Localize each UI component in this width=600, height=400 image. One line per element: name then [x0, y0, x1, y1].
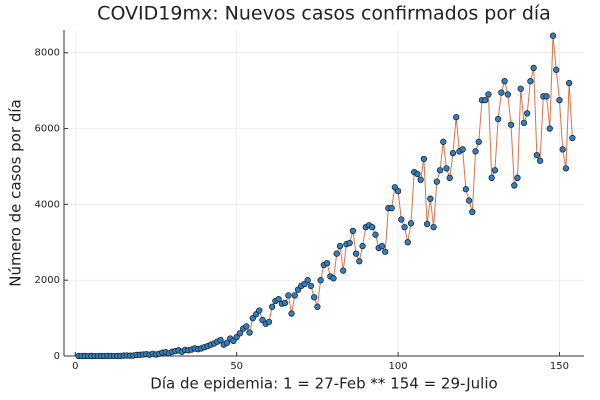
marker: [527, 78, 534, 85]
x-tick-label: 0: [72, 361, 78, 372]
marker: [446, 174, 453, 181]
marker: [359, 242, 366, 250]
marker: [420, 155, 428, 163]
marker: [427, 195, 434, 202]
marker: [485, 91, 492, 98]
marker: [243, 323, 250, 330]
marker: [469, 208, 476, 216]
marker: [443, 165, 450, 172]
marker: [423, 220, 431, 228]
marker: [414, 170, 421, 178]
marker: [372, 231, 379, 238]
x-tick-label: 150: [550, 361, 569, 372]
marker: [488, 174, 495, 181]
marker: [549, 32, 557, 39]
marker: [436, 167, 444, 174]
marker: [569, 134, 576, 142]
marker: [378, 242, 386, 250]
marker: [533, 151, 541, 159]
marker: [311, 294, 318, 301]
marker: [217, 336, 224, 344]
marker: [256, 307, 263, 314]
chart-title: COVID19mx: Nuevos casos confirmados por …: [97, 3, 551, 25]
marker: [288, 310, 295, 317]
marker: [507, 121, 515, 128]
marker: [265, 318, 273, 326]
x-tick-label: 50: [230, 361, 243, 372]
marker: [323, 259, 331, 267]
marker: [346, 239, 353, 247]
marker: [524, 110, 531, 117]
marker: [314, 303, 321, 310]
marker: [430, 223, 437, 231]
marker: [407, 220, 415, 227]
marker: [369, 223, 376, 231]
marker: [514, 174, 521, 181]
marker: [543, 93, 550, 100]
marker: [566, 79, 573, 87]
marker: [465, 197, 473, 204]
marker: [336, 242, 344, 250]
marker: [275, 295, 282, 303]
marker: [330, 275, 337, 282]
marker: [517, 85, 524, 92]
marker: [223, 339, 231, 346]
marker: [449, 150, 457, 157]
marker: [352, 250, 360, 257]
marker: [333, 250, 340, 257]
marker: [482, 96, 489, 104]
marker: [536, 157, 544, 164]
marker: [417, 176, 424, 183]
marker: [459, 146, 466, 153]
marker: [246, 329, 253, 336]
marker: [504, 91, 511, 98]
marker: [281, 299, 289, 307]
marker: [491, 167, 499, 174]
x-tick-label: 100: [389, 361, 408, 372]
marker: [382, 248, 389, 255]
marker: [404, 239, 411, 246]
x-axis-label: Día de epidemia: 1 = 27-Feb ** 154 = 29-…: [150, 375, 497, 393]
marker: [349, 227, 357, 235]
marker: [398, 216, 405, 223]
marker: [453, 114, 460, 121]
marker: [433, 178, 440, 185]
marker: [462, 186, 470, 193]
marker: [304, 277, 311, 284]
marker: [562, 165, 570, 172]
marker: [494, 115, 502, 123]
y-tick-label: 6000: [35, 124, 60, 135]
marker: [498, 89, 505, 96]
marker: [388, 205, 395, 212]
marker: [472, 148, 479, 155]
marker: [475, 138, 482, 145]
marker: [559, 146, 566, 153]
marker: [520, 119, 528, 127]
marker: [394, 187, 402, 195]
marker: [285, 292, 292, 299]
marker: [511, 182, 518, 189]
y-tick-label: 8000: [35, 48, 60, 59]
y-tick-label: 4000: [35, 199, 60, 210]
marker: [530, 64, 537, 72]
y-tick-label: 2000: [35, 275, 60, 286]
y-tick-label: 0: [54, 351, 60, 362]
marker: [556, 96, 563, 104]
marker: [440, 138, 447, 145]
marker: [546, 125, 553, 132]
marker: [269, 303, 276, 310]
marker: [291, 292, 298, 299]
marker: [307, 282, 315, 290]
marker: [553, 66, 560, 73]
marker: [501, 78, 508, 85]
marker: [317, 277, 324, 284]
y-axis-label: Número de casos por día: [7, 99, 25, 286]
marker: [356, 258, 363, 265]
marker: [236, 330, 244, 337]
marker: [340, 267, 347, 274]
marker: [401, 223, 408, 231]
